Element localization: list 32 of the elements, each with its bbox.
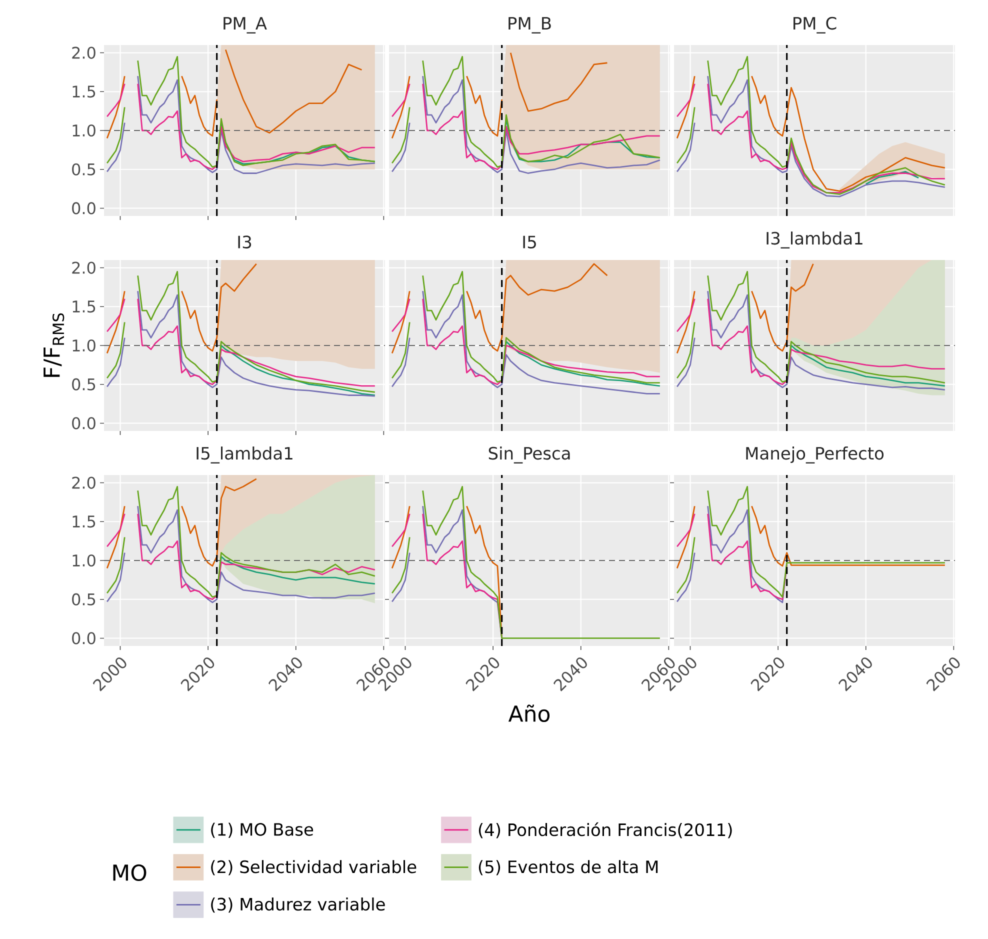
y-tick-label: 1.0 — [72, 554, 96, 567]
y-tick-label: 1.0 — [72, 339, 96, 352]
chart-title: I3 — [238, 236, 252, 248]
chart-title: Manejo_Perfecto — [746, 446, 884, 464]
chart-title: PM_B — [508, 17, 551, 34]
y-tick-label: 2.0 — [72, 46, 96, 59]
legend-label: (2) Selectividad variable — [211, 860, 416, 876]
y-tick-label: 0.5 — [72, 378, 96, 390]
y-tick-label: 2.0 — [72, 476, 96, 489]
y-tick-label: 0.0 — [72, 202, 96, 214]
legend-title: MO — [113, 864, 146, 881]
y-axis-title: F/F$_{RMS}$ — [44, 313, 64, 377]
legend-label: (4) Ponderación Francis(2011) — [478, 822, 732, 838]
chart-title: I3_lambda1 — [766, 232, 862, 248]
legend-label: (1) MO Base — [211, 822, 314, 838]
chart-title: PM_A — [224, 17, 267, 34]
y-tick-label: 0.0 — [72, 632, 96, 644]
y-tick-label: 0.0 — [72, 417, 96, 430]
y-tick-label: 0.5 — [72, 163, 96, 176]
y-tick-label: 0.5 — [72, 593, 96, 606]
legend-label: (3) Madurez variable — [211, 897, 385, 913]
y-tick-label: 1.0 — [72, 124, 96, 137]
y-tick-label: 1.5 — [72, 300, 96, 313]
chart-title: I5_lambda1 — [196, 446, 292, 464]
y-tick-label: 1.5 — [72, 516, 96, 528]
x-axis-title: Año — [508, 704, 550, 722]
y-tick-label: 1.5 — [72, 86, 96, 98]
legend-label: (5) Eventos de alta M — [478, 860, 658, 876]
chart-title: Sin_Pesca — [488, 446, 570, 464]
chart-title: PM_C — [794, 16, 836, 34]
chart-title: I5 — [523, 236, 536, 248]
y-tick-label: 2.0 — [72, 262, 96, 274]
